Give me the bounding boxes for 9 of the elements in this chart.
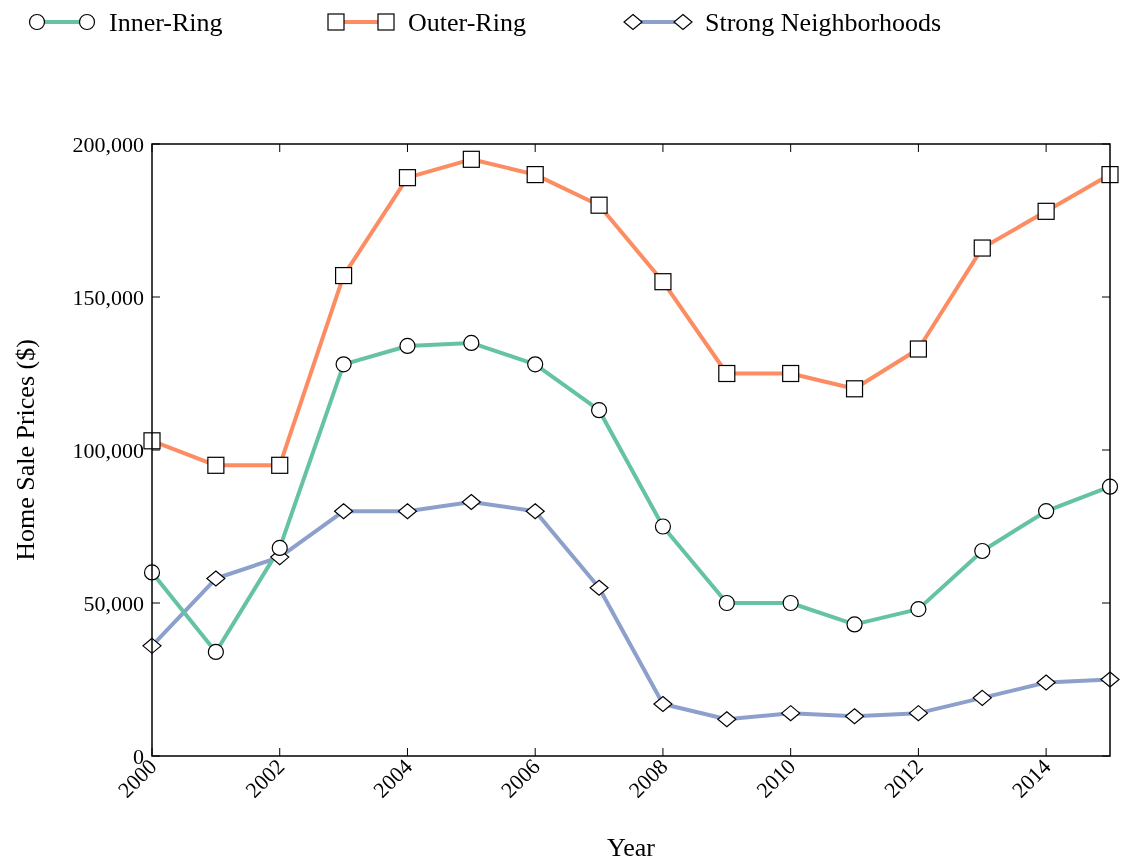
y-tick-label: 50,000 bbox=[83, 590, 144, 616]
y-axis-title: Home Sale Prices ($) bbox=[11, 339, 40, 561]
legend-label: Inner-Ring bbox=[109, 8, 223, 38]
legend-label: Strong Neighborhoods bbox=[705, 8, 942, 38]
y-tick-label: 200,000 bbox=[72, 131, 144, 157]
y-tick-label: 150,000 bbox=[72, 284, 144, 310]
y-tick-label: 100,000 bbox=[72, 437, 144, 463]
legend-label: Outer-Ring bbox=[408, 8, 526, 38]
x-axis-title: Year bbox=[607, 833, 656, 862]
